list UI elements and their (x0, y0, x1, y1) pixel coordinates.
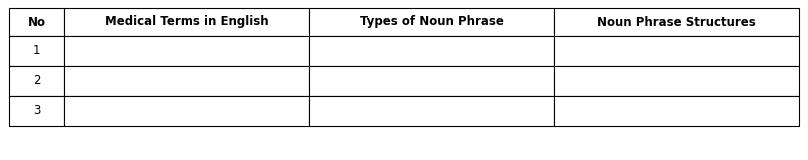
Bar (9, 8, 64, 36)
Bar (64, 36, 309, 66)
Text: Types of Noun Phrase: Types of Noun Phrase (360, 16, 503, 28)
Bar (554, 66, 799, 96)
Bar (554, 8, 799, 36)
Text: 3: 3 (33, 104, 40, 117)
Bar (9, 96, 64, 126)
Bar (64, 8, 309, 36)
Bar (309, 66, 554, 96)
Bar (554, 96, 799, 126)
Bar (554, 36, 799, 66)
Text: Noun Phrase Structures: Noun Phrase Structures (597, 16, 755, 28)
Bar (64, 66, 309, 96)
Bar (9, 66, 64, 96)
Bar (309, 8, 554, 36)
Bar (309, 96, 554, 126)
Text: Medical Terms in English: Medical Terms in English (105, 16, 268, 28)
Bar (9, 36, 64, 66)
Text: 2: 2 (33, 75, 40, 88)
Bar (64, 96, 309, 126)
Bar (309, 36, 554, 66)
Text: No: No (27, 16, 45, 28)
Text: 1: 1 (33, 44, 40, 57)
